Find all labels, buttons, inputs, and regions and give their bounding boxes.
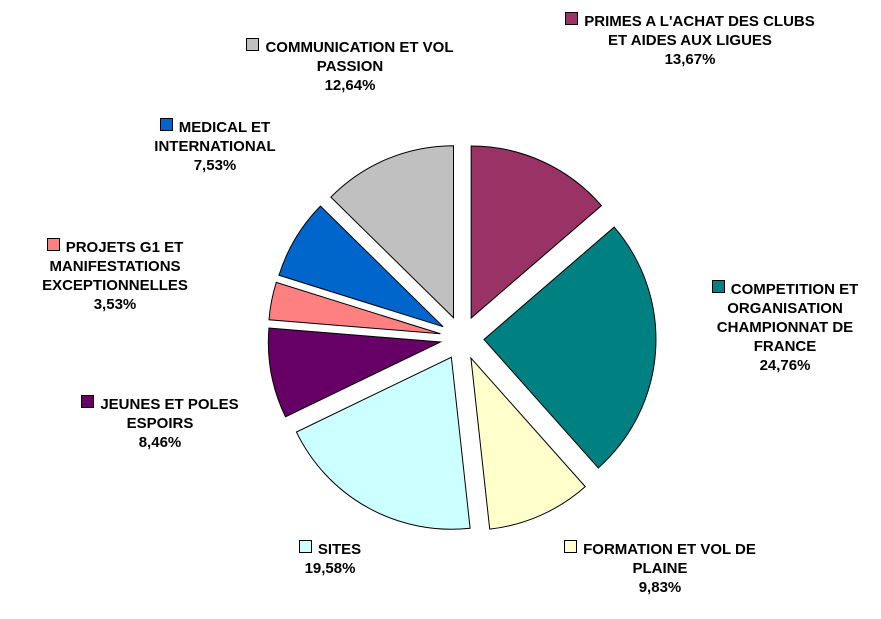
slice-label: FORMATION ET VOL DE PLAINE 9,83% — [560, 540, 760, 597]
value-label: 8,46% — [138, 434, 182, 451]
value-label: 13,67% — [664, 51, 716, 68]
legend-swatch — [564, 540, 578, 553]
pie-slice — [278, 205, 444, 328]
pie-slice — [267, 327, 443, 418]
category-name: SITES — [317, 541, 362, 558]
legend-swatch — [711, 280, 725, 293]
pie-slice — [268, 281, 441, 335]
value-label: 7,53% — [193, 157, 237, 174]
slice-label: COMPETITION ET ORGANISATION CHAMPIONNAT … — [690, 280, 880, 375]
legend-swatch — [246, 38, 260, 51]
slice-label: PRIMES A L'ACHAT DES CLUBS ET AIDES AUX … — [560, 12, 820, 69]
legend-swatch — [298, 540, 312, 553]
pie-slice — [295, 356, 471, 530]
slice-label: MEDICAL ET INTERNATIONAL 7,53% — [120, 118, 310, 175]
category-name: PROJETS G1 ET MANIFESTATIONS EXCEPTIONNE… — [42, 239, 188, 294]
value-label: 12,64% — [324, 77, 376, 94]
category-name: JEUNES ET POLES ESPOIRS — [100, 396, 239, 432]
category-name: COMPETITION ET ORGANISATION CHAMPIONNAT … — [716, 281, 859, 355]
legend-swatch — [46, 238, 60, 251]
category-name: COMMUNICATION ET VOL PASSION — [265, 39, 454, 75]
category-name: MEDICAL ET INTERNATIONAL — [154, 119, 276, 155]
slice-label: PROJETS G1 ET MANIFESTATIONS EXCEPTIONNE… — [0, 238, 230, 314]
category-name: FORMATION ET VOL DE PLAINE — [583, 541, 756, 577]
slice-label: JEUNES ET POLES ESPOIRS 8,46% — [50, 395, 270, 452]
pie-slice — [330, 145, 454, 319]
slice-label: SITES 19,58% — [265, 540, 395, 578]
pie-slice — [470, 145, 603, 320]
legend-swatch — [159, 118, 173, 131]
value-label: 3,53% — [93, 296, 137, 313]
legend-swatch — [565, 12, 579, 25]
value-label: 9,83% — [638, 579, 682, 596]
pie-slice — [470, 356, 586, 530]
category-name: PRIMES A L'ACHAT DES CLUBS ET AIDES AUX … — [584, 13, 815, 49]
slice-label: COMMUNICATION ET VOL PASSION 12,64% — [235, 38, 465, 95]
pie-slice — [483, 226, 657, 469]
legend-swatch — [81, 395, 95, 408]
value-label: 24,76% — [759, 357, 811, 374]
value-label: 19,58% — [304, 560, 356, 577]
